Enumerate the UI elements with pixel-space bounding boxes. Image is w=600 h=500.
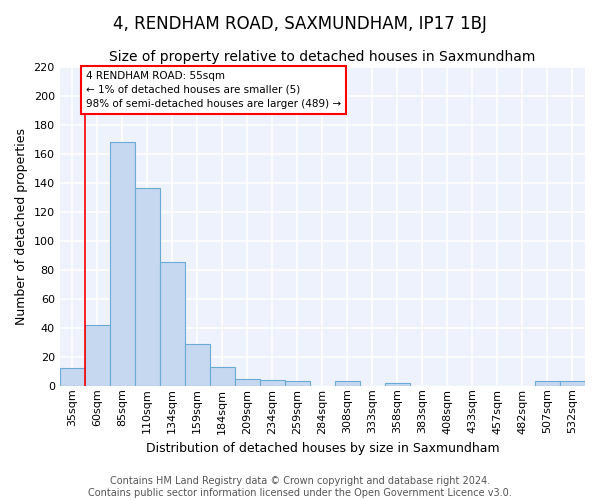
Bar <box>535 382 560 386</box>
Bar <box>335 382 360 386</box>
Bar <box>385 383 410 386</box>
Bar <box>235 378 260 386</box>
Bar <box>85 325 110 386</box>
Bar <box>59 368 85 386</box>
Bar <box>160 262 185 386</box>
Y-axis label: Number of detached properties: Number of detached properties <box>15 128 28 324</box>
Bar <box>285 382 310 386</box>
Bar <box>185 344 210 386</box>
Bar <box>260 380 285 386</box>
X-axis label: Distribution of detached houses by size in Saxmundham: Distribution of detached houses by size … <box>146 442 499 455</box>
Bar <box>110 142 135 386</box>
Text: Contains HM Land Registry data © Crown copyright and database right 2024.
Contai: Contains HM Land Registry data © Crown c… <box>88 476 512 498</box>
Bar <box>210 367 235 386</box>
Bar <box>560 382 585 386</box>
Title: Size of property relative to detached houses in Saxmundham: Size of property relative to detached ho… <box>109 50 536 64</box>
Text: 4, RENDHAM ROAD, SAXMUNDHAM, IP17 1BJ: 4, RENDHAM ROAD, SAXMUNDHAM, IP17 1BJ <box>113 15 487 33</box>
Bar <box>135 188 160 386</box>
Text: 4 RENDHAM ROAD: 55sqm
← 1% of detached houses are smaller (5)
98% of semi-detach: 4 RENDHAM ROAD: 55sqm ← 1% of detached h… <box>86 71 341 109</box>
